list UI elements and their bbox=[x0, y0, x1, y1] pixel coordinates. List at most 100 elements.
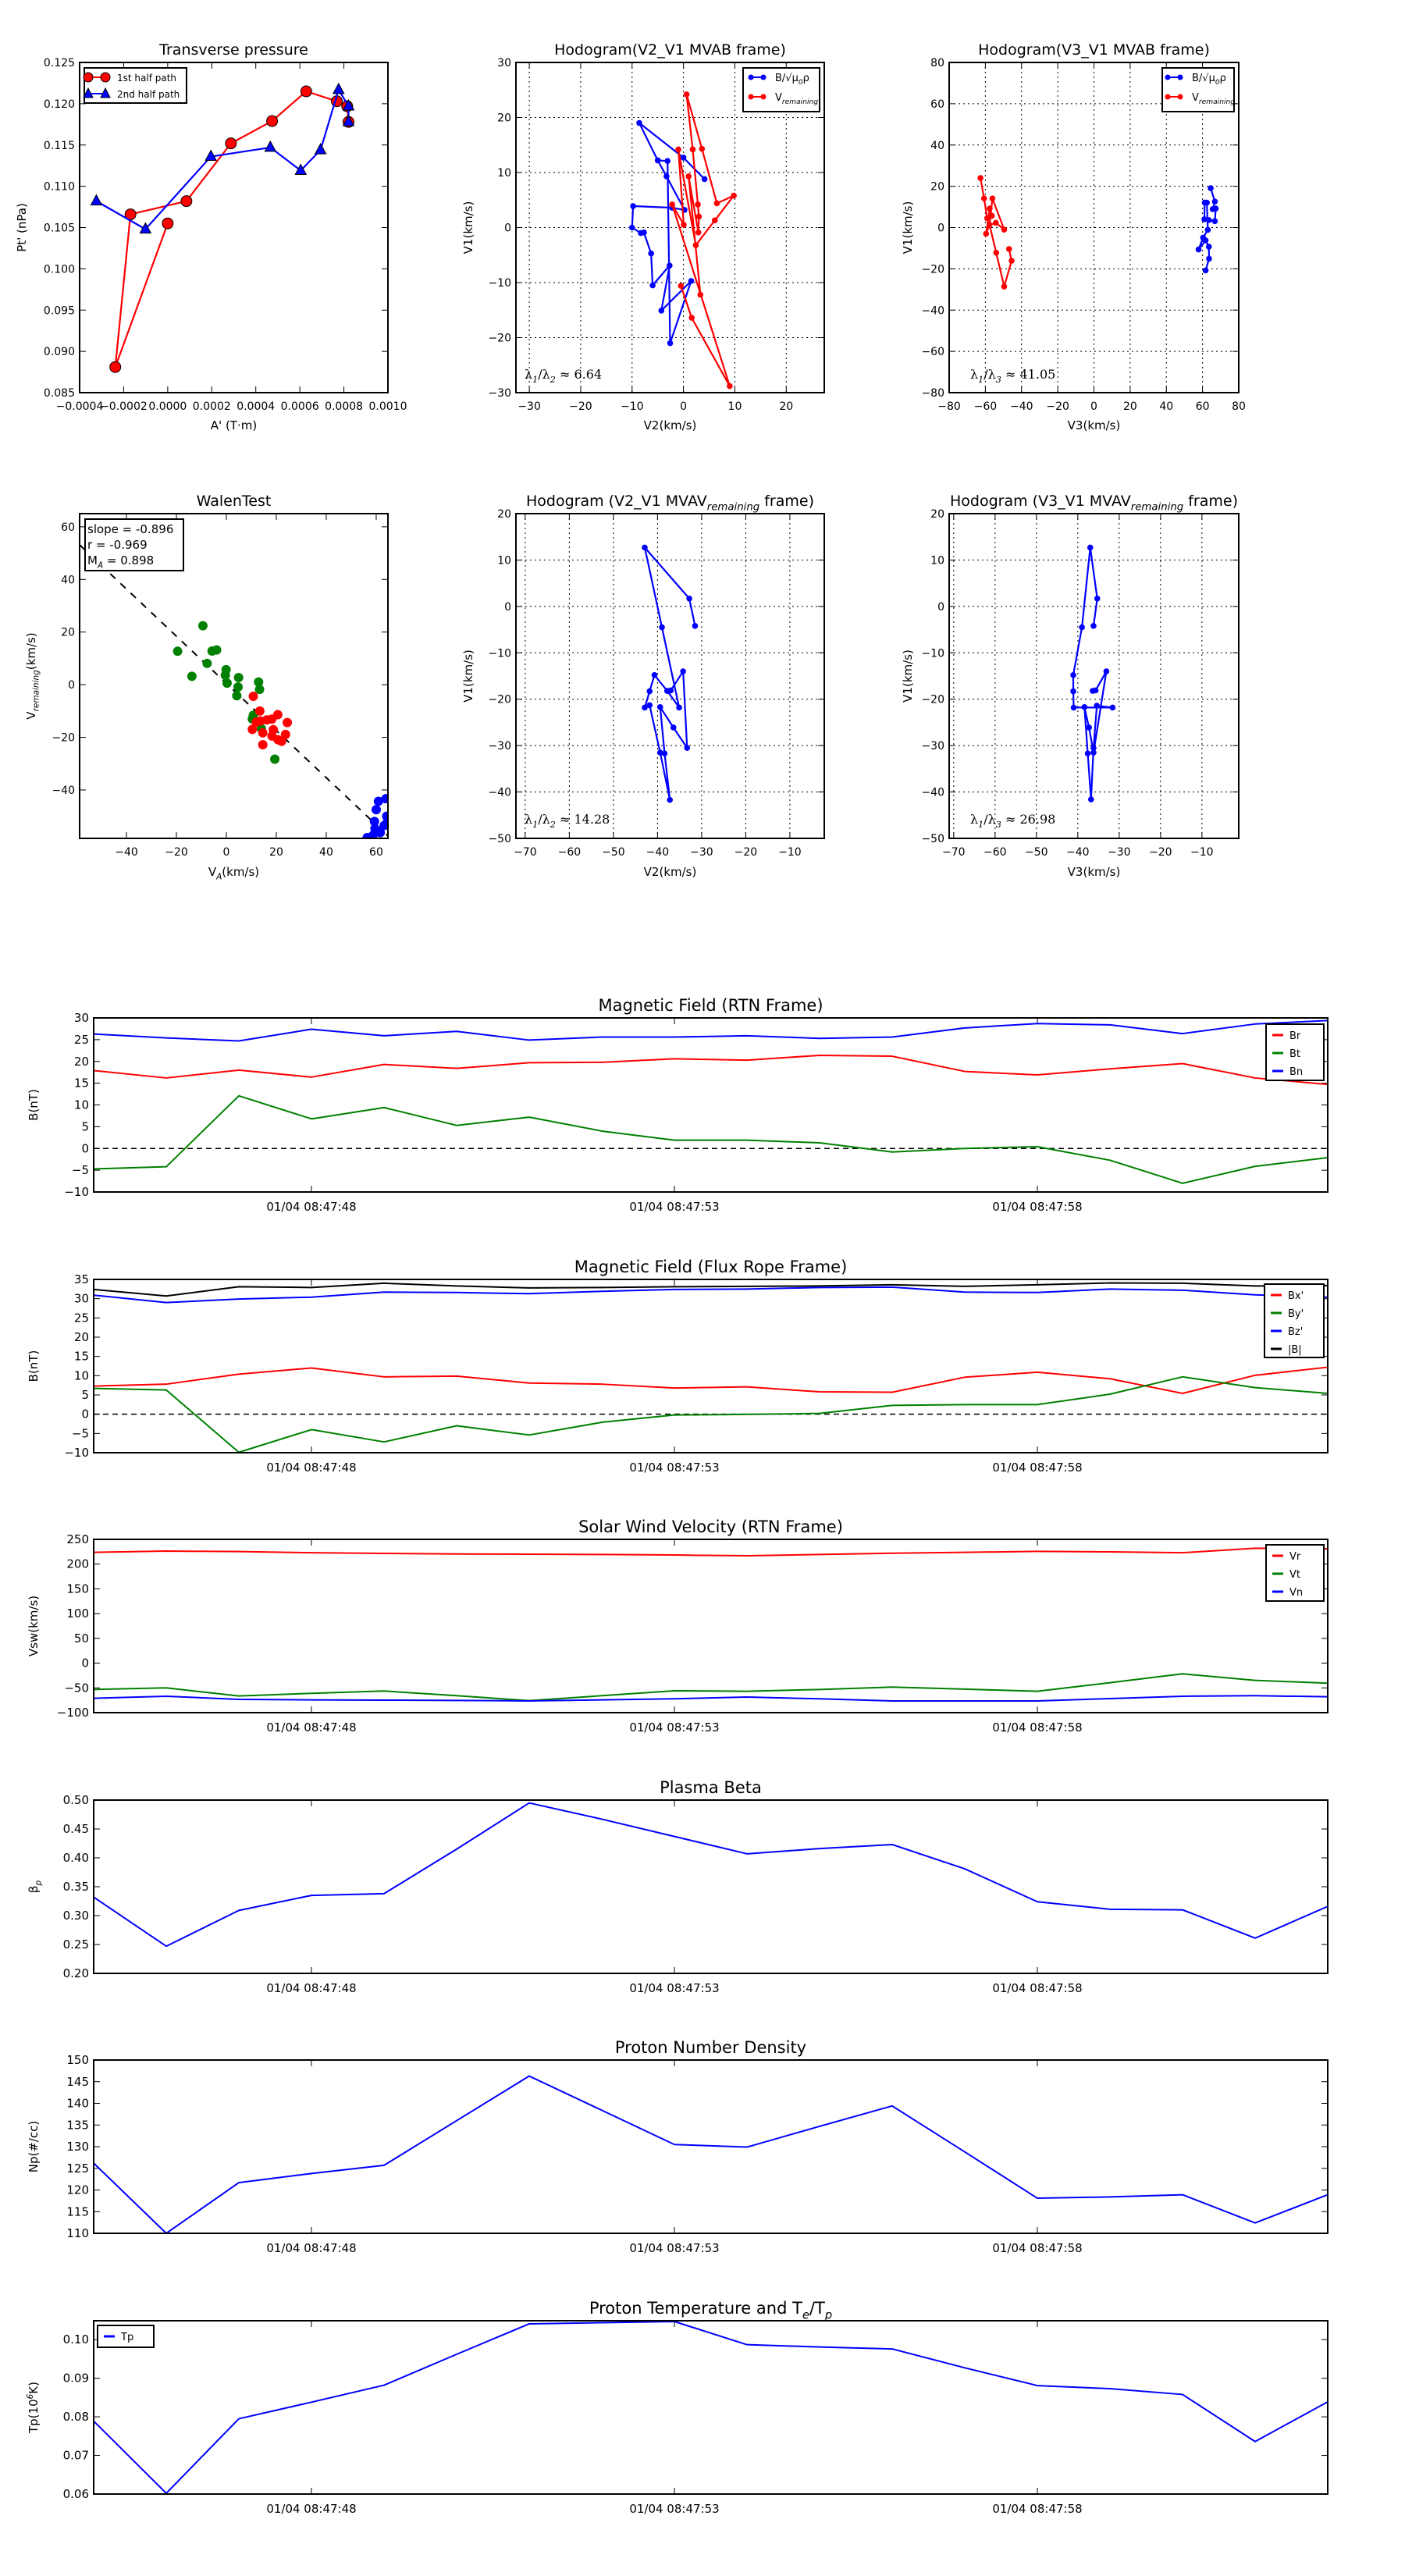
data-point bbox=[258, 739, 268, 749]
x-tick-label: 01/04 08:47:53 bbox=[629, 1720, 719, 1735]
legend-marker bbox=[83, 72, 94, 83]
stats-text: r = -0.969 bbox=[87, 538, 148, 552]
y-tick-label: 0.115 bbox=[44, 140, 75, 152]
y-tick-label: 145 bbox=[66, 2075, 89, 2089]
y-tick-label: 10 bbox=[497, 167, 511, 180]
data-point bbox=[636, 119, 642, 126]
chart-title: Transverse pressure bbox=[158, 41, 308, 59]
y-tick-label: −10 bbox=[64, 1185, 89, 1199]
data-point bbox=[664, 688, 670, 694]
data-point bbox=[661, 750, 668, 757]
data-point bbox=[648, 250, 654, 257]
chart-4: Hodogram (V2_V1 MVAVremaining frame)−70−… bbox=[461, 493, 825, 879]
y-tick-label: −50 bbox=[488, 833, 511, 845]
y-tick-label: 0.10 bbox=[63, 2332, 89, 2347]
x-tick-label: 01/04 08:47:48 bbox=[266, 1461, 356, 1475]
legend-marker bbox=[100, 87, 111, 98]
y-tick-label: 0.20 bbox=[63, 1966, 89, 1980]
legend-entry: Vr bbox=[1272, 1551, 1301, 1563]
x-tick-label: −70 bbox=[942, 846, 966, 859]
legend: B/√μ0ρ Vremaining bbox=[742, 67, 820, 112]
plot-frame bbox=[948, 513, 1240, 839]
series-line-0 bbox=[1072, 546, 1114, 801]
data-point bbox=[254, 677, 264, 687]
x-tick-label: 01/04 08:47:53 bbox=[629, 2241, 719, 2255]
x-tick-label: 20 bbox=[779, 400, 793, 413]
x-tick-label: 0.0002 bbox=[193, 400, 231, 413]
chart-title: Solar Wind Velocity (RTN Frame) bbox=[578, 1517, 843, 1536]
data-point bbox=[225, 137, 237, 150]
data-point bbox=[1202, 267, 1209, 274]
data-point bbox=[646, 688, 653, 695]
data-point bbox=[109, 361, 122, 373]
y-tick-label: −20 bbox=[921, 694, 944, 706]
y-tick-label: 0 bbox=[937, 222, 944, 235]
y-tick-label: 0.095 bbox=[44, 304, 75, 317]
data-point bbox=[642, 704, 648, 711]
y-axis-label: Np(#/cc) bbox=[27, 2121, 41, 2173]
data-point bbox=[692, 242, 699, 248]
data-point bbox=[628, 224, 635, 231]
legend-label: By' bbox=[1288, 1308, 1304, 1320]
x-tick-label: 80 bbox=[1232, 400, 1246, 413]
data-point bbox=[667, 796, 674, 803]
legend-marker bbox=[100, 72, 111, 83]
y-tick-label: 40 bbox=[61, 574, 75, 586]
y-tick-label: 110 bbox=[66, 2226, 89, 2240]
data-point bbox=[1205, 217, 1212, 223]
chart-title: Plasma Beta bbox=[660, 1778, 762, 1797]
plot-frame bbox=[93, 2320, 1329, 2495]
data-point bbox=[1208, 185, 1214, 191]
legend-entry: Vremaining bbox=[748, 92, 818, 106]
data-point bbox=[987, 205, 993, 212]
chart-title: Hodogram (V2_V1 MVAVremaining frame) bbox=[526, 493, 814, 514]
x-tick-label: 20 bbox=[269, 846, 283, 859]
y-tick-label: 0.08 bbox=[63, 2410, 89, 2424]
data-point bbox=[697, 291, 704, 298]
legend: B/√μ0ρ Vremaining bbox=[1161, 67, 1235, 112]
y-tick-label: −60 bbox=[921, 346, 944, 358]
y-tick-label: 115 bbox=[66, 2204, 89, 2218]
data-point bbox=[1201, 216, 1208, 222]
x-tick-label: −10 bbox=[1190, 846, 1214, 859]
y-tick-label: 0.07 bbox=[63, 2449, 89, 2463]
data-point bbox=[1001, 283, 1008, 290]
x-tick-label: −30 bbox=[690, 846, 713, 859]
legend-label: Vn bbox=[1289, 1587, 1303, 1599]
data-point bbox=[984, 215, 991, 222]
x-axis-label: V3(km/s) bbox=[1068, 418, 1121, 432]
x-tick-label: 0 bbox=[680, 400, 687, 413]
x-tick-label: 01/04 08:47:58 bbox=[992, 2502, 1082, 2516]
y-tick-label: 20 bbox=[930, 508, 944, 521]
y-tick-label: 0.50 bbox=[63, 1793, 89, 1807]
x-tick-label: −20 bbox=[1046, 400, 1069, 413]
eigenvalue-ratio-annotation: λ1/λ3 ≈ 41.05 bbox=[970, 367, 1055, 385]
legend-entry: Vt bbox=[1272, 1569, 1300, 1581]
data-point bbox=[681, 222, 687, 228]
data-point bbox=[205, 149, 217, 162]
plot-frame bbox=[515, 62, 825, 393]
plot-frame bbox=[93, 2059, 1329, 2234]
data-point bbox=[1086, 724, 1092, 731]
y-tick-label: 0 bbox=[504, 222, 511, 235]
series-line-0 bbox=[94, 1547, 1328, 1557]
data-point bbox=[680, 668, 686, 674]
x-tick-label: −0.0004 bbox=[56, 400, 104, 413]
data-point bbox=[1211, 218, 1218, 225]
legend-label: Tp bbox=[120, 2332, 133, 2343]
data-point bbox=[220, 670, 230, 680]
x-tick-label: −20 bbox=[569, 400, 592, 413]
plot-area bbox=[642, 544, 699, 803]
series-line-0 bbox=[94, 2321, 1328, 2494]
y-tick-label: 150 bbox=[66, 2053, 89, 2067]
y-tick-label: 0.085 bbox=[44, 387, 75, 400]
legend-label: Vremaining bbox=[1192, 92, 1235, 106]
x-tick-label: 01/04 08:47:48 bbox=[266, 2241, 356, 2255]
data-point bbox=[646, 702, 653, 709]
legend-box bbox=[1161, 67, 1235, 112]
x-tick-label: 0 bbox=[1090, 400, 1097, 413]
x-tick-label: 60 bbox=[1196, 400, 1210, 413]
y-tick-label: 120 bbox=[66, 2183, 89, 2197]
y-tick-label: 125 bbox=[66, 2161, 89, 2176]
